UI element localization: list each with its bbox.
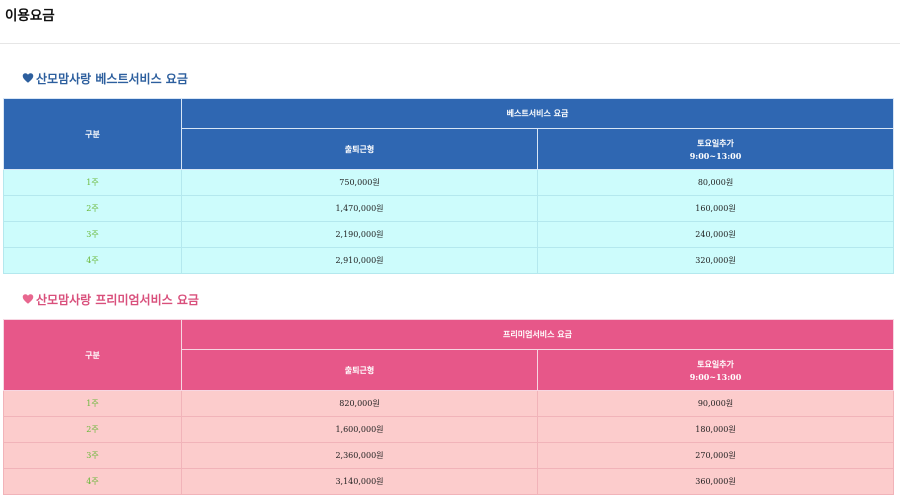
page-header: 이용요금 xyxy=(0,0,900,44)
best-header-saturday-label: 토요일추가 xyxy=(697,138,734,148)
best-subheader-row: 출퇴근형 토요일추가 9:00~13:00 xyxy=(4,128,895,170)
saturday-fee-cell: 360,000원 xyxy=(537,468,894,495)
premium-section-label: 산모맘사랑 프리미엄서비스 요금 xyxy=(36,292,199,307)
saturday-fee-cell: 270,000원 xyxy=(537,442,894,469)
commute-fee-cell: 2,910,000원 xyxy=(181,247,538,274)
commute-fee-cell: 1,600,000원 xyxy=(181,416,538,443)
best-section-title: 산모맘사랑 베스트서비스 요금 xyxy=(22,69,188,87)
table-row: 2주 1,470,000원 160,000원 xyxy=(3,195,895,222)
premium-header-row: 구분 프리미엄서비스 요금 xyxy=(3,319,894,391)
best-section-label: 산모맘사랑 베스트서비스 요금 xyxy=(36,71,188,86)
week-cell: 2주 xyxy=(3,195,182,222)
commute-fee-cell: 820,000원 xyxy=(181,390,538,417)
week-cell: 1주 xyxy=(3,390,182,417)
heart-icon xyxy=(22,73,34,83)
premium-header-saturday-time: 9:00~13:00 xyxy=(689,371,742,382)
premium-header-saturday-label: 토요일추가 xyxy=(697,359,734,369)
premium-header-gubun: 구분 xyxy=(3,319,182,391)
table-row: 2주 1,600,000원 180,000원 xyxy=(3,416,894,443)
premium-subheader-row: 출퇴근형 토요일추가 9:00~13:00 xyxy=(4,349,894,391)
week-cell: 4주 xyxy=(3,247,182,274)
page-title: 이용요금 xyxy=(5,8,55,24)
best-header-gubun: 구분 xyxy=(3,98,182,170)
table-row: 1주 750,000원 80,000원 xyxy=(3,169,895,196)
saturday-fee-cell: 180,000원 xyxy=(537,416,894,443)
saturday-fee-cell: 320,000원 xyxy=(536,247,895,274)
commute-fee-cell: 1,470,000원 xyxy=(181,195,538,222)
saturday-fee-cell: 90,000원 xyxy=(537,390,894,417)
premium-section-title: 산모맘사랑 프리미엄서비스 요금 xyxy=(22,290,199,308)
best-fee-table: 구분 베스트서비스 요금 출퇴근형 토요일추가 9:00~13:00 1주 75… xyxy=(3,98,895,274)
commute-fee-cell: 2,190,000원 xyxy=(181,221,538,248)
table-row: 4주 2,910,000원 320,000원 xyxy=(3,247,895,274)
week-cell: 2주 xyxy=(3,416,182,443)
week-cell: 3주 xyxy=(3,221,182,248)
premium-fee-table: 구분 프리미엄서비스 요금 출퇴근형 토요일추가 9:00~13:00 1주 8… xyxy=(3,319,894,495)
table-row: 1주 820,000원 90,000원 xyxy=(3,390,894,417)
best-header-commute: 출퇴근형 xyxy=(181,128,538,170)
commute-fee-cell: 3,140,000원 xyxy=(181,468,538,495)
saturday-fee-cell: 80,000원 xyxy=(536,169,895,196)
commute-fee-cell: 750,000원 xyxy=(181,169,538,196)
week-cell: 1주 xyxy=(3,169,182,196)
best-header-service: 베스트서비스 요금 xyxy=(180,98,895,129)
best-header-saturday-time: 9:00~13:00 xyxy=(689,150,742,161)
table-row: 3주 2,190,000원 240,000원 xyxy=(3,221,895,248)
week-cell: 4주 xyxy=(3,468,182,495)
heart-icon xyxy=(22,294,34,304)
best-header-row: 구분 베스트서비스 요금 xyxy=(3,98,895,170)
week-cell: 3주 xyxy=(3,442,182,469)
table-row: 3주 2,360,000원 270,000원 xyxy=(3,442,894,469)
saturday-fee-cell: 240,000원 xyxy=(536,221,895,248)
table-row: 4주 3,140,000원 360,000원 xyxy=(3,468,894,495)
best-header-saturday: 토요일추가 9:00~13:00 xyxy=(536,128,895,170)
premium-header-commute: 출퇴근형 xyxy=(181,349,538,391)
premium-header-saturday: 토요일추가 9:00~13:00 xyxy=(537,349,894,391)
saturday-fee-cell: 160,000원 xyxy=(536,195,895,222)
commute-fee-cell: 2,360,000원 xyxy=(181,442,538,469)
premium-header-service: 프리미엄서비스 요금 xyxy=(181,319,894,350)
